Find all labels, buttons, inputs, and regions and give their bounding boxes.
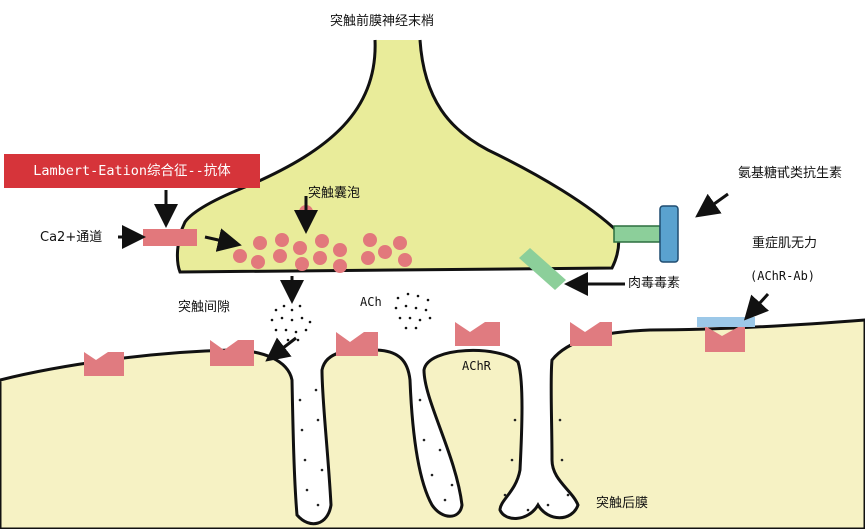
ach-cloud-center: [394, 292, 432, 330]
aminoglycoside-block: [659, 205, 679, 263]
cleft-label: 突触间隙: [178, 300, 231, 315]
calcium-channel: [143, 229, 197, 246]
myasthenia-label: 重症肌无力: [752, 236, 818, 251]
aminoglycoside-bar: [613, 225, 661, 243]
presynaptic-terminal: [175, 39, 621, 274]
postsynaptic-membrane: [0, 318, 865, 529]
calcium-channel-label: Ca2+通道: [40, 230, 103, 245]
achr-label: AChR: [462, 359, 491, 373]
lambert-eaton-banner: Lambert-Eation综合征--抗体: [4, 154, 260, 188]
achr-ab-bar: [697, 317, 755, 327]
postsynaptic-label: 突触后膜: [596, 496, 649, 511]
fold-dots: [298, 388, 570, 512]
aminoglycoside-label: 氨基糖甙类抗生素: [738, 166, 843, 181]
synaptic-vesicles: [233, 205, 412, 273]
ach-cloud-left: [270, 304, 312, 342]
ach-label: ACh: [360, 295, 382, 309]
achr-receptors: [84, 322, 745, 376]
achr-ab-label: (AChR-Ab): [750, 269, 816, 283]
presynaptic-label: 突触前膜神经末梢: [330, 14, 435, 29]
botulinum-bar: [519, 248, 566, 290]
botulinum-label: 肉毒毒素: [628, 276, 681, 291]
vesicle-label: 突触囊泡: [308, 186, 361, 201]
arrows: [118, 190, 770, 362]
